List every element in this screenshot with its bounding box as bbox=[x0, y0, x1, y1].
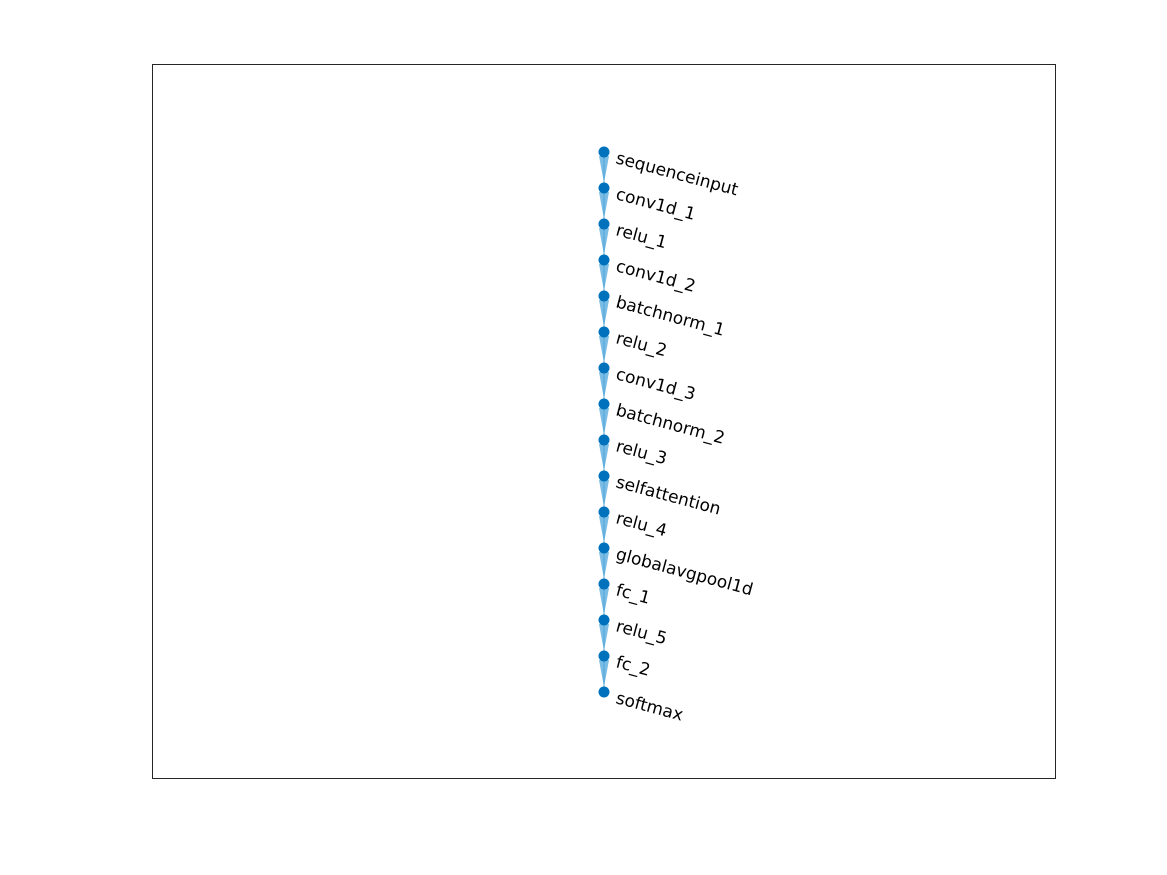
node-fc_1 bbox=[598, 578, 610, 590]
node-selfattention bbox=[598, 470, 610, 482]
edges-layer bbox=[599, 152, 609, 692]
edge-fc_1-to-relu_5 bbox=[599, 584, 609, 620]
edge-conv1d_3-to-batchnorm_2 bbox=[599, 368, 609, 404]
node-relu_3 bbox=[598, 434, 610, 446]
edge-conv1d_1-to-relu_1 bbox=[599, 188, 609, 224]
node-fc_2 bbox=[598, 650, 610, 662]
edge-arrowhead bbox=[599, 660, 609, 687]
nodes-layer bbox=[598, 146, 610, 698]
edge-arrowhead bbox=[599, 372, 609, 399]
edge-selfattention-to-relu_4 bbox=[599, 476, 609, 512]
edge-arrowhead bbox=[599, 588, 609, 615]
edge-arrowhead bbox=[599, 336, 609, 363]
edge-arrowhead bbox=[599, 444, 609, 471]
node-conv1d_2 bbox=[598, 254, 610, 266]
node-relu_4 bbox=[598, 506, 610, 518]
node-relu_5 bbox=[598, 614, 610, 626]
edge-batchnorm_1-to-relu_2 bbox=[599, 296, 609, 332]
node-conv1d_1 bbox=[598, 182, 610, 194]
edge-sequenceinput-to-conv1d_1 bbox=[599, 152, 609, 188]
edge-arrowhead bbox=[599, 516, 609, 543]
edge-arrowhead bbox=[599, 228, 609, 255]
edge-arrowhead bbox=[599, 408, 609, 435]
edge-relu_1-to-conv1d_2 bbox=[599, 224, 609, 260]
edge-relu_5-to-fc_2 bbox=[599, 620, 609, 656]
node-batchnorm_1 bbox=[598, 290, 610, 302]
edge-arrowhead bbox=[599, 192, 609, 219]
node-sequenceinput bbox=[598, 146, 610, 158]
node-batchnorm_2 bbox=[598, 398, 610, 410]
edge-relu_4-to-globalavgpool1d bbox=[599, 512, 609, 548]
edge-arrowhead bbox=[599, 300, 609, 327]
node-globalavgpool1d bbox=[598, 542, 610, 554]
edge-relu_3-to-selfattention bbox=[599, 440, 609, 476]
edge-arrowhead bbox=[599, 156, 609, 183]
edge-conv1d_2-to-batchnorm_1 bbox=[599, 260, 609, 296]
edge-arrowhead bbox=[599, 552, 609, 579]
edge-relu_2-to-conv1d_3 bbox=[599, 332, 609, 368]
edge-batchnorm_2-to-relu_3 bbox=[599, 404, 609, 440]
edge-fc_2-to-softmax bbox=[599, 656, 609, 692]
node-softmax bbox=[598, 686, 610, 698]
edge-arrowhead bbox=[599, 264, 609, 291]
node-conv1d_3 bbox=[598, 362, 610, 374]
edge-arrowhead bbox=[599, 624, 609, 651]
edge-globalavgpool1d-to-fc_1 bbox=[599, 548, 609, 584]
node-relu_2 bbox=[598, 326, 610, 338]
node-relu_1 bbox=[598, 218, 610, 230]
edge-arrowhead bbox=[599, 480, 609, 507]
